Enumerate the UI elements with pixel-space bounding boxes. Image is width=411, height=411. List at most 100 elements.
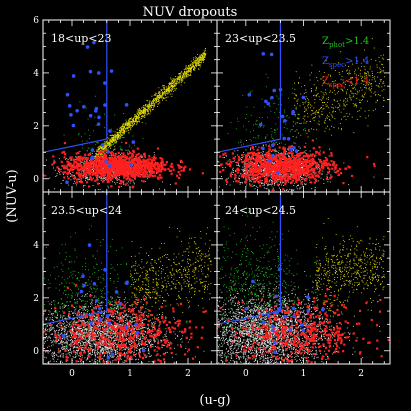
point — [81, 161, 83, 163]
point — [345, 101, 347, 103]
point — [239, 182, 241, 183]
point — [112, 134, 114, 136]
point — [188, 66, 189, 68]
point — [152, 100, 154, 102]
point — [349, 73, 351, 75]
point — [157, 100, 159, 102]
point — [98, 155, 100, 157]
point — [52, 155, 55, 158]
point — [125, 149, 127, 151]
point — [307, 116, 309, 118]
point — [285, 154, 287, 156]
point — [86, 175, 88, 177]
point — [205, 54, 207, 55]
point — [46, 159, 47, 161]
point — [140, 174, 142, 176]
point — [159, 102, 161, 104]
point — [96, 71, 101, 75]
point — [123, 131, 125, 132]
point — [272, 170, 274, 172]
point — [272, 171, 274, 173]
point — [159, 100, 161, 102]
point — [99, 145, 101, 147]
point — [159, 94, 161, 96]
point — [177, 170, 180, 174]
point — [243, 151, 245, 153]
point — [114, 178, 116, 179]
point — [184, 74, 186, 76]
point — [178, 173, 182, 176]
point — [203, 52, 205, 54]
point — [131, 122, 133, 124]
point — [124, 123, 126, 125]
point — [180, 73, 182, 75]
point — [103, 148, 105, 150]
point — [159, 93, 161, 94]
point — [181, 81, 183, 83]
point — [299, 123, 301, 125]
point — [149, 109, 151, 110]
point — [171, 85, 172, 87]
point — [141, 165, 144, 168]
point — [369, 83, 371, 85]
point — [371, 85, 373, 87]
point — [95, 152, 97, 154]
point — [113, 149, 115, 151]
point — [106, 140, 108, 142]
point — [313, 163, 315, 165]
point — [164, 93, 166, 95]
point — [297, 113, 299, 115]
point — [170, 88, 172, 90]
point — [376, 64, 378, 66]
point — [150, 106, 151, 108]
point — [144, 105, 146, 107]
point — [189, 64, 191, 66]
point — [308, 99, 310, 101]
point — [311, 128, 312, 130]
point — [137, 152, 140, 156]
point — [150, 111, 152, 113]
point — [362, 80, 364, 82]
point — [149, 108, 151, 110]
point — [301, 162, 303, 164]
point — [95, 156, 97, 158]
point — [108, 187, 110, 189]
point — [87, 153, 90, 157]
point — [352, 93, 354, 95]
point — [344, 81, 346, 83]
point — [162, 89, 164, 91]
point — [138, 120, 140, 122]
point — [96, 150, 98, 152]
point — [323, 94, 325, 96]
point — [127, 169, 130, 172]
point — [204, 54, 205, 56]
point — [94, 150, 95, 152]
point — [134, 123, 135, 125]
point — [177, 76, 179, 78]
point — [255, 178, 257, 179]
point — [96, 150, 98, 152]
point — [113, 171, 115, 173]
point — [269, 180, 271, 181]
point — [262, 169, 264, 171]
point — [329, 75, 331, 77]
point — [113, 161, 116, 164]
point — [85, 161, 88, 164]
point — [75, 184, 77, 186]
point — [165, 94, 167, 96]
point — [161, 165, 164, 168]
point — [170, 90, 172, 92]
point — [278, 174, 280, 176]
point — [87, 170, 90, 174]
point — [226, 178, 228, 180]
point — [72, 158, 75, 161]
point — [154, 174, 157, 177]
point — [137, 109, 139, 111]
point — [98, 147, 100, 149]
point — [119, 158, 122, 161]
point — [125, 154, 127, 156]
point — [322, 80, 324, 82]
point — [112, 140, 114, 142]
point — [129, 124, 131, 126]
point — [167, 96, 169, 98]
